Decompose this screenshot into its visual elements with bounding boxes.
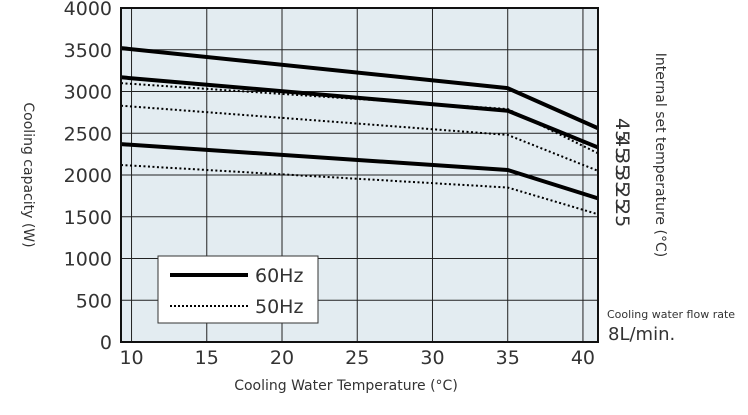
x-tick-label: 30: [420, 347, 444, 369]
flow-rate-value: 8L/min.: [608, 324, 675, 345]
y-tick-label: 500: [76, 290, 112, 312]
y-tick-label: 2500: [64, 123, 112, 145]
y-tick-label: 3000: [64, 82, 112, 104]
series-line-60Hz-0: [120, 46, 599, 131]
curve-label: 45: [611, 135, 633, 159]
series-line-50Hz-5: [120, 163, 599, 216]
x-axis-label: Cooling Water Temperature (°C): [234, 378, 458, 394]
curve-label: 35: [611, 169, 633, 193]
x-tick-label: 25: [345, 347, 369, 369]
legend: 60Hz 50Hz: [157, 255, 319, 324]
x-tick-label: 40: [571, 347, 595, 369]
x-tick-label: 10: [119, 347, 143, 369]
legend-label-60hz: 60Hz: [255, 265, 303, 287]
series-line-60Hz-1: [120, 75, 599, 150]
y-axis-label: Cooling capacity (W): [20, 102, 36, 247]
curve-label: 25: [611, 203, 633, 227]
series-line-50Hz-3: [120, 104, 599, 172]
x-tick-label: 35: [496, 347, 520, 369]
legend-box: [157, 255, 319, 324]
y-ticks: 0 500 1000 1500 2000 2500 3000 3500 4000: [64, 0, 112, 354]
y-tick-label: 2000: [64, 165, 112, 187]
curve-label: 35: [611, 152, 633, 176]
y-tick-label: 4000: [64, 0, 112, 20]
x-ticks: 10 15 20 25 30 35 40: [119, 347, 595, 369]
legend-label-50hz: 50Hz: [255, 296, 303, 318]
y-tick-label: 1000: [64, 249, 112, 271]
curve-label: 45: [611, 118, 633, 142]
right-axis-label: Internal set temperature (°C): [652, 53, 668, 257]
y-tick-label: 1500: [64, 207, 112, 229]
x-tick-label: 15: [195, 347, 219, 369]
y-tick-label: 3500: [64, 40, 112, 62]
plot-frame: [120, 7, 599, 343]
series-lines: [120, 46, 599, 216]
y-tick-label: 0: [100, 332, 112, 354]
series-line-60Hz-4: [120, 142, 599, 201]
flow-rate-label: Cooling water flow rate: [607, 308, 735, 321]
series-line-50Hz-2: [120, 82, 599, 155]
x-tick-label: 20: [270, 347, 294, 369]
curve-label: 25: [611, 186, 633, 210]
